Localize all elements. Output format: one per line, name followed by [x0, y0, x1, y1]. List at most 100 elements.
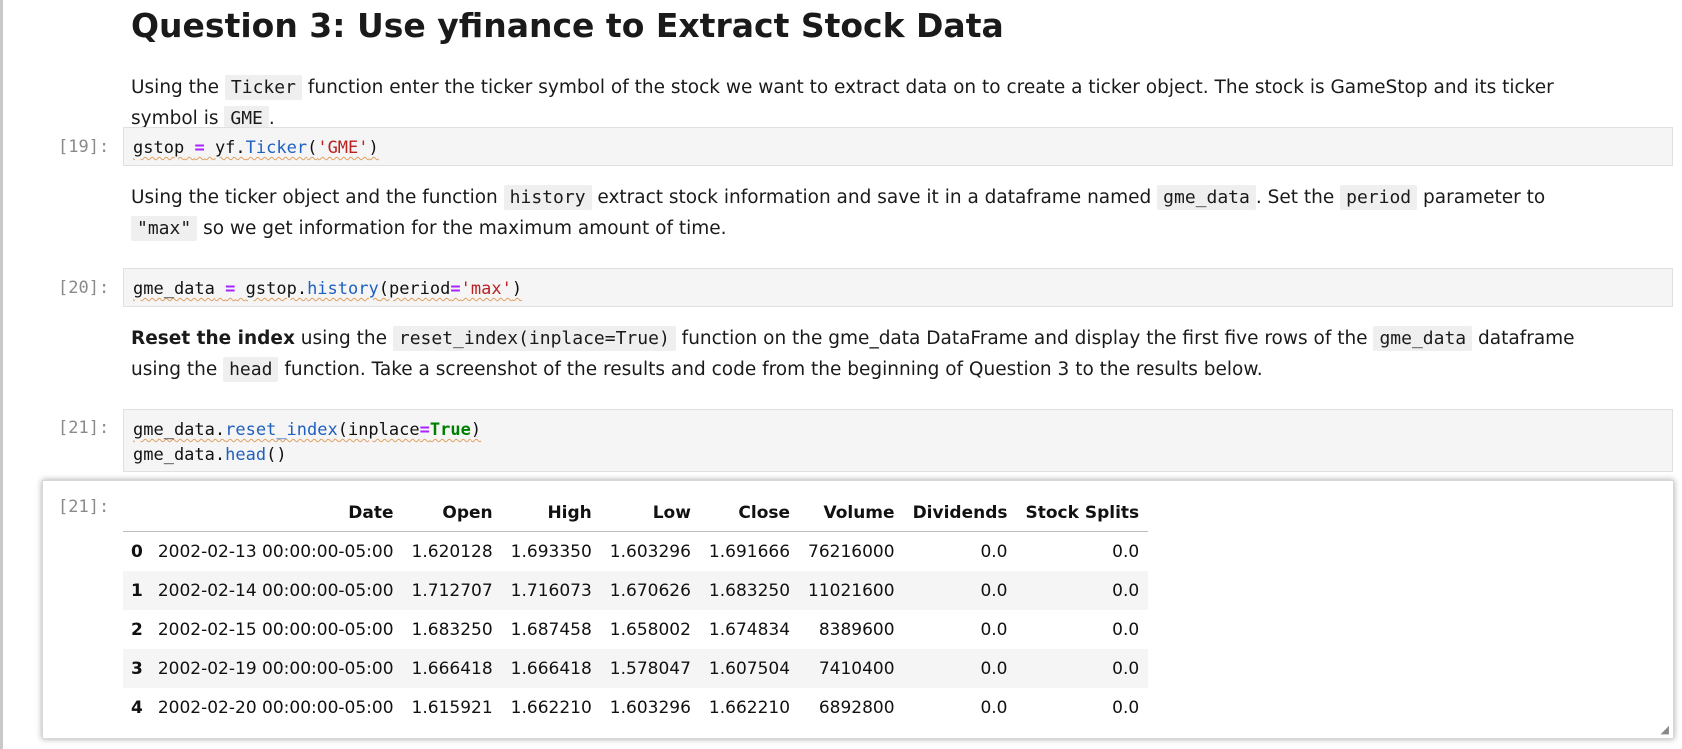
table-cell: 1.691666: [708, 541, 791, 562]
inline-code-history: history: [503, 185, 592, 210]
row-index: 1: [131, 580, 143, 601]
table-cell: 7410400: [818, 658, 895, 679]
table-cell: 1.683250: [708, 580, 791, 601]
md2-text: . Set the: [1255, 187, 1341, 208]
table-cell: 1.615921: [411, 697, 493, 718]
table-cell: 1.658002: [609, 619, 691, 640]
notebook-left-border: [0, 0, 3, 749]
table-cell: 1.620128: [411, 541, 493, 562]
table-cell: 6892800: [818, 697, 895, 718]
table-row: 1 2002-02-14 00:00:00-05:00 1.712707 1.7…: [123, 571, 1149, 610]
row-index: 3: [131, 658, 143, 679]
md3-text: dataframe using the: [131, 328, 1575, 380]
table-cell: 0.0: [1112, 619, 1140, 640]
resize-handle-icon[interactable]: ◢: [1660, 723, 1669, 736]
table-cell: 0.0: [1112, 697, 1140, 718]
md2-text: so we get information for the maximum am…: [197, 218, 727, 239]
column-header-open: Open: [402, 494, 502, 532]
markdown-cell-ticker-instructions[interactable]: Using the Ticker function enter the tick…: [131, 72, 1611, 134]
column-header-date: Date: [148, 494, 403, 532]
table-cell: 1.687458: [510, 619, 592, 640]
output-prompt-21: [21]:: [58, 497, 110, 517]
table-row: 0 2002-02-13 00:00:00-05:00 1.620128 1.6…: [123, 532, 1148, 572]
table-cell: 0.0: [1112, 541, 1140, 562]
column-header-volume: Volume: [799, 494, 904, 532]
table-cell: 8389600: [818, 619, 895, 640]
table-row: 3 2002-02-19 00:00:00-05:00 1.666418 1.6…: [123, 649, 1149, 688]
code-line: gme_data.reset_index(inplace=True): [133, 420, 482, 440]
table-cell: 0.0: [980, 658, 1008, 679]
table-cell: 0.0: [980, 541, 1008, 562]
column-header-dividends: Dividends: [903, 494, 1017, 532]
table-cell: 2002-02-13 00:00:00-05:00: [157, 541, 394, 562]
inline-code-ticker: Ticker: [224, 75, 302, 100]
table-cell: 1.603296: [609, 697, 691, 718]
column-header-stock-splits: Stock Splits: [1016, 494, 1149, 532]
table-row: 4 2002-02-20 00:00:00-05:00 1.615921 1.6…: [123, 688, 1148, 727]
md2-text: parameter to: [1417, 187, 1546, 208]
table-cell: 1.683250: [411, 619, 493, 640]
table-cell: 1.712707: [411, 580, 493, 601]
table-cell: 1.578047: [609, 658, 691, 679]
md3-text: using the: [294, 328, 393, 349]
table-cell: 1.666418: [411, 658, 493, 679]
column-header-high: High: [501, 494, 601, 532]
table-cell: 11021600: [808, 580, 895, 601]
column-header: [123, 494, 149, 532]
inline-code-period: period: [1340, 185, 1418, 210]
code-cell-19[interactable]: gstop = yf.Ticker('GME'): [123, 127, 1673, 166]
table-cell: 1.603296: [609, 541, 691, 562]
cell-prompt-19: [19]:: [58, 137, 110, 157]
dataframe-table: Date Open High Low Close Volume Dividend…: [123, 494, 1149, 727]
table-cell: 1.607504: [708, 658, 791, 679]
inline-code-gme: GME: [224, 106, 269, 131]
table-cell: 1.666418: [510, 658, 592, 679]
table-cell: 1.662210: [708, 697, 791, 718]
cell-prompt-21: [21]:: [58, 418, 110, 438]
md3-text: function. Take a screenshot of the resul…: [278, 359, 1263, 380]
table-cell: 0.0: [1112, 658, 1140, 679]
table-cell: 1.674834: [708, 619, 791, 640]
table-cell: 1.693350: [510, 541, 592, 562]
markdown-cell-history-instructions[interactable]: Using the ticker object and the function…: [131, 182, 1611, 244]
code-line: gme_data.head(): [133, 445, 287, 465]
code-line: gme_data = gstop.history(period='max'): [133, 279, 523, 299]
inline-code-max: "max": [131, 216, 198, 241]
table-cell: 2002-02-19 00:00:00-05:00: [157, 658, 394, 679]
md3-text: function on the gme_data DataFrame and d…: [675, 328, 1374, 349]
table-cell: 2002-02-20 00:00:00-05:00: [157, 697, 394, 718]
inline-code-gme-data: gme_data: [1373, 326, 1473, 351]
inline-code-gme-data: gme_data: [1157, 185, 1256, 210]
question-heading: Question 3: Use yfinance to Extract Stoc…: [131, 6, 1004, 45]
md2-text: Using the ticker object and the function: [131, 187, 504, 208]
code-cell-20[interactable]: gme_data = gstop.history(period='max'): [123, 268, 1673, 307]
table-cell: 0.0: [980, 619, 1008, 640]
table-header-row: Date Open High Low Close Volume Dividend…: [123, 494, 1149, 532]
table-cell: 76216000: [808, 541, 895, 562]
cell-prompt-20: [20]:: [58, 278, 110, 298]
row-index: 2: [131, 619, 143, 640]
table-cell: 0.0: [980, 697, 1008, 718]
inline-code-reset-index: reset_index(inplace=True): [392, 326, 676, 351]
row-index: 0: [131, 541, 143, 562]
table-row: 2 2002-02-15 00:00:00-05:00 1.683250 1.6…: [123, 610, 1148, 649]
column-header-low: Low: [600, 494, 700, 532]
table-cell: 2002-02-14 00:00:00-05:00: [157, 580, 394, 601]
code-line: gstop = yf.Ticker('GME'): [133, 138, 379, 158]
table-cell: 1.662210: [510, 697, 592, 718]
md1-text: Using the: [131, 77, 225, 98]
inline-code-head: head: [223, 357, 279, 382]
column-header-close: Close: [699, 494, 800, 532]
table-cell: 1.670626: [609, 580, 691, 601]
table-cell: 0.0: [1112, 580, 1140, 601]
table-cell: 0.0: [980, 580, 1008, 601]
table-cell: 1.716073: [510, 580, 592, 601]
md3-bold: Reset the index: [131, 328, 295, 349]
table-cell: 2002-02-15 00:00:00-05:00: [157, 619, 394, 640]
md2-text: extract stock information and save it in…: [591, 187, 1158, 208]
md1-text: .: [268, 108, 275, 129]
code-cell-21[interactable]: gme_data.reset_index(inplace=True) gme_d…: [123, 409, 1673, 472]
markdown-cell-reset-index-instructions[interactable]: Reset the index using the reset_index(in…: [131, 323, 1611, 385]
md1-text: function enter the ticker symbol of the …: [131, 77, 1554, 129]
row-index: 4: [131, 697, 143, 718]
